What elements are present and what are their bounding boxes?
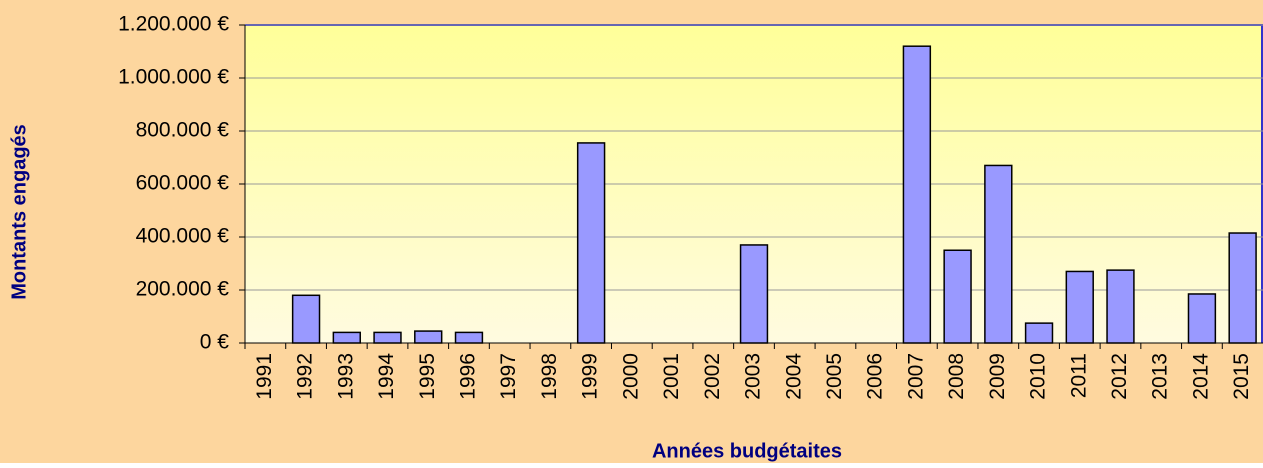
bar bbox=[739, 244, 769, 344]
bar bbox=[332, 331, 361, 344]
x-tick-label: 2014 bbox=[1189, 353, 1212, 400]
x-tick-label: 2002 bbox=[701, 353, 724, 400]
x-tick-label: 2013 bbox=[1149, 353, 1172, 400]
y-tick-label: 400.000 € bbox=[136, 225, 230, 248]
x-tick-label: 2007 bbox=[904, 353, 927, 400]
x-axis-title: Années budgétaites bbox=[652, 440, 842, 462]
x-tick-label: 1998 bbox=[538, 353, 561, 400]
bar bbox=[576, 142, 606, 344]
bar bbox=[943, 249, 972, 344]
x-tick-label: 1999 bbox=[579, 353, 602, 400]
x-tick-label: 2012 bbox=[1108, 353, 1131, 400]
x-tick-label: 1995 bbox=[416, 353, 439, 400]
x-tick-label: 1993 bbox=[334, 353, 357, 400]
bar bbox=[1106, 269, 1135, 344]
bar bbox=[414, 330, 443, 344]
x-tick-label: 2009 bbox=[986, 353, 1009, 400]
x-tick-label: 2006 bbox=[864, 353, 887, 400]
x-tick-label: 1992 bbox=[294, 353, 317, 400]
x-tick-label: 1997 bbox=[497, 353, 520, 400]
x-tick-label: 2004 bbox=[782, 353, 805, 400]
bar bbox=[373, 331, 402, 344]
y-tick-label: 600.000 € bbox=[136, 172, 230, 195]
bar bbox=[291, 294, 321, 344]
bar bbox=[902, 45, 932, 344]
bar bbox=[1065, 270, 1094, 344]
x-tick-label: 1994 bbox=[375, 353, 398, 400]
x-tick-label: 2008 bbox=[945, 353, 968, 400]
x-tick-label: 2000 bbox=[619, 353, 642, 400]
x-tick-label: 2003 bbox=[742, 353, 765, 400]
y-tick-label: 1.000.000 € bbox=[118, 66, 229, 89]
y-tick-label: 200.000 € bbox=[136, 278, 230, 301]
bar bbox=[1228, 232, 1257, 344]
bar bbox=[454, 331, 484, 344]
x-tick-label: 2001 bbox=[660, 353, 683, 400]
y-tick-label: 0 € bbox=[200, 331, 230, 354]
x-tick-label: 2010 bbox=[1027, 353, 1050, 400]
y-tick-label: 800.000 € bbox=[136, 119, 230, 142]
y-axis-title: Montants engagés bbox=[8, 124, 30, 300]
bar bbox=[1024, 322, 1054, 344]
y-tick-label: 1.200.000 € bbox=[118, 13, 229, 36]
x-tick-label: 2011 bbox=[1067, 353, 1090, 398]
bar bbox=[1187, 293, 1217, 344]
x-tick-label: 1991 bbox=[253, 353, 276, 400]
x-tick-label: 2005 bbox=[823, 353, 846, 400]
x-tick-label: 2015 bbox=[1230, 353, 1253, 400]
bar bbox=[984, 164, 1013, 344]
x-tick-label: 1996 bbox=[457, 353, 480, 400]
